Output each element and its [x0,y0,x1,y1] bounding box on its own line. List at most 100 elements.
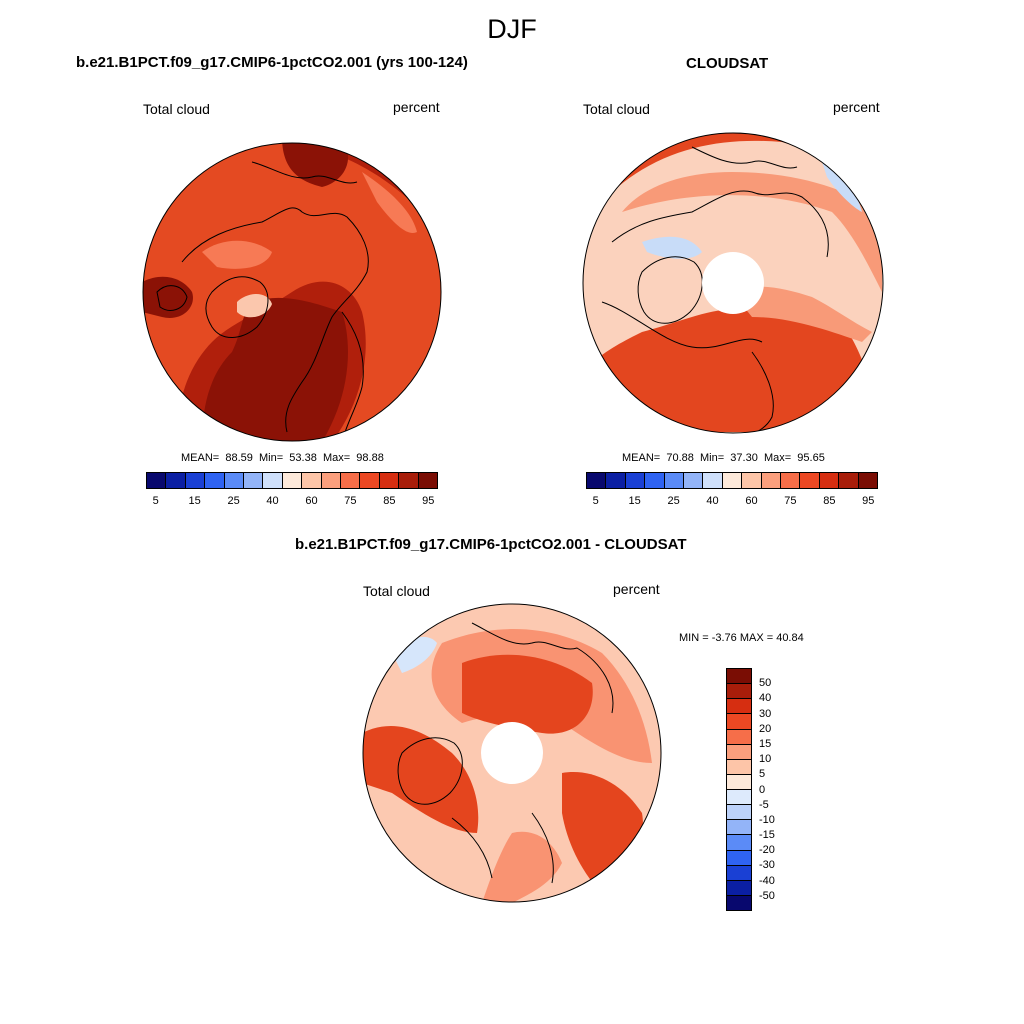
colorbar-tick-label: -20 [759,844,775,857]
colorbar-tick-label: -40 [759,874,775,887]
colorbar-swatch [606,473,626,488]
model-field-low-w [202,240,272,269]
diff-variable-label: Total cloud [363,583,430,599]
colorbar-tick-label: -30 [759,859,775,872]
model-max-label: Max= [322,452,351,464]
colorbar-swatch [727,714,751,730]
colorbar-tick-label: 0 [759,783,766,796]
colorbar-tick-label: 10 [759,753,772,766]
model-mean-value: 88.59 [225,452,253,464]
obs-max-label: Max= [763,452,792,464]
colorbar-swatch [727,790,751,806]
colorbar-swatch [727,865,751,881]
colorbar-swatch [727,699,751,715]
obs-polar-hole [702,252,764,314]
diff-panel-title: b.e21.B1PCT.f09_g17.CMIP6-1pctCO2.001 - … [295,536,687,553]
diff-map-border [362,603,662,903]
model-min-value: 53.38 [289,452,317,464]
colorbar-swatch [185,473,206,488]
colorbar-tick-label: 15 [759,737,772,750]
colorbar-tick-label: 15 [188,495,201,507]
colorbar-swatch [742,473,762,488]
diff-field-high-w [363,726,479,833]
model-field-peak-s [202,297,348,441]
colorbar-tick-label: 85 [823,495,836,507]
obs-coastline-1 [611,190,829,258]
colorbar-tick-label: -10 [759,813,775,826]
diff-coastline-3 [531,812,554,884]
colorbar-swatch [703,473,723,488]
colorbar-swatch [727,850,751,866]
model-colorbar-ticks: 5 15 25 40 60 75 85 95 [146,495,438,509]
colorbar-swatch [761,473,782,488]
colorbar-swatch [800,473,820,488]
obs-units-label: percent [833,99,880,115]
colorbar-tick-label: 25 [667,495,680,507]
colorbar-tick-label: 95 [862,495,875,507]
diff-coastline-greenland [397,737,463,805]
colorbar-swatch [360,473,380,488]
colorbar-swatch [664,473,685,488]
colorbar-swatch [379,473,400,488]
colorbar-swatch [727,774,751,790]
colorbar-tick-label: 25 [227,495,240,507]
model-coastline-2 [251,161,358,184]
colorbar-swatch [819,473,840,488]
model-colorbar [146,472,438,489]
obs-mean-value: 70.88 [666,452,694,464]
colorbar-swatch [727,744,751,760]
colorbar-tick-label: 40 [759,692,772,705]
model-units-label: percent [393,99,440,115]
colorbar-tick-label: 40 [266,495,279,507]
model-field-peak-n [282,143,348,187]
obs-colorbar [586,472,878,489]
model-coastline-1 [181,207,369,433]
obs-map-border [582,132,884,434]
colorbar-swatch [418,473,438,488]
colorbar-swatch [263,473,283,488]
colorbar-swatch [839,473,859,488]
colorbar-tick-label: 75 [344,495,357,507]
obs-coastline-2 [601,301,763,349]
colorbar-swatch [781,473,801,488]
obs-min-label: Min= [700,452,725,464]
colorbar-swatch [244,473,264,488]
colorbar-swatch [727,729,751,745]
diff-field-mid-s [482,831,562,902]
colorbar-swatch [147,473,167,488]
diff-polar-hole [481,722,543,784]
obs-coastline-4 [691,146,798,169]
colorbar-tick-label: 75 [784,495,797,507]
colorbar-swatch [321,473,342,488]
colorbar-swatch [166,473,186,488]
obs-field-mid-n [622,172,882,292]
colorbar-swatch [727,880,751,896]
colorbar-tick-label: 30 [759,707,772,720]
colorbar-swatch [727,820,751,836]
diff-minmax: MIN = -3.76 MAX = 40.84 [679,632,804,644]
colorbar-tick-label: 40 [706,495,719,507]
colorbar-tick-label: 95 [422,495,435,507]
model-field-lowest-greenland [237,294,272,318]
colorbar-swatch [684,473,704,488]
colorbar-tick-label: 5 [592,495,599,507]
diff-polar-map [362,603,662,903]
obs-variable-label: Total cloud [583,101,650,117]
obs-field-mid-s [732,286,872,342]
colorbar-swatch [282,473,303,488]
colorbar-swatch [399,473,419,488]
colorbar-tick-label: -5 [759,798,769,811]
obs-panel-title: CLOUDSAT [686,55,769,72]
diff-colorbar [726,668,752,911]
colorbar-swatch [727,759,751,775]
colorbar-swatch [727,669,751,685]
model-field-low-ne [362,172,417,233]
model-stats: MEAN= 88.59 Min= 53.38 Max= 98.88 [181,452,384,464]
obs-field-high-n [583,133,882,222]
colorbar-swatch [727,684,751,700]
colorbar-swatch [341,473,361,488]
colorbar-swatch [722,473,743,488]
colorbar-swatch [727,895,751,910]
colorbar-tick-label: 60 [745,495,758,507]
obs-field-cool-ne [822,162,862,212]
